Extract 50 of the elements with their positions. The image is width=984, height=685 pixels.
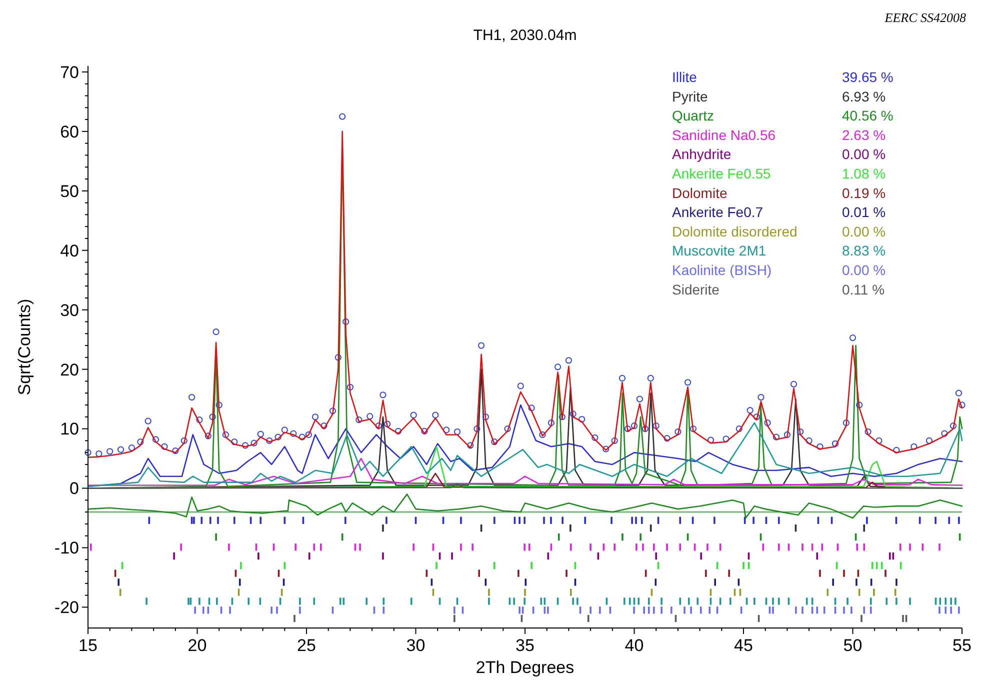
annotation: 0.11 %	[842, 281, 885, 298]
x-axis-title: 2Th Degrees	[476, 658, 574, 677]
chart-title: TH1, 2030.04m	[473, 27, 577, 44]
line-series	[87, 458, 963, 486]
legend-label: Dolomite disordered	[672, 223, 798, 240]
text: Muscovite 2M1	[672, 242, 766, 259]
text: Sanidine Na0.56	[672, 126, 776, 143]
y-tick-label: 50	[60, 182, 79, 201]
annotation: 2.63 %	[842, 126, 886, 143]
text: Dolomite	[672, 184, 728, 201]
y-axis-title: Sqrt(Counts)	[15, 298, 34, 396]
y-tick-label: 60	[60, 122, 79, 142]
y-tick-label: 10	[60, 420, 79, 439]
y-tick-label: 30	[60, 300, 79, 320]
text: EERC SS42008	[884, 10, 966, 25]
x-tick-label: 50	[843, 636, 862, 655]
y-tick-label: 0	[70, 479, 79, 498]
annotation: 1.08 %	[842, 166, 886, 182]
annotation: 0.00 %	[842, 223, 886, 240]
x-tick-label: 55	[952, 636, 972, 655]
line-series	[87, 422, 963, 488]
text: Illite	[672, 69, 698, 85]
annotation: 6.93 %	[842, 88, 886, 104]
annotation: 0.00 %	[842, 262, 886, 278]
annotation: 8.83 %	[842, 242, 886, 259]
line-series	[87, 494, 963, 519]
annotation: 40.56 %	[842, 108, 894, 124]
annotation: 0.19 %	[842, 184, 886, 201]
annotation: 39.65 %	[842, 69, 894, 85]
y-tick-label: 40	[60, 241, 79, 260]
x-tick-label: 35	[516, 636, 534, 655]
x-tick-label: 30	[406, 636, 426, 655]
text: Siderite	[672, 281, 720, 298]
text: Ankerite Fe0.55	[672, 166, 772, 182]
text: Quartz	[672, 108, 714, 124]
annotation: 0.01 %	[842, 204, 886, 220]
x-tick-label: 20	[188, 636, 207, 655]
legend-label: Kaolinite (BISH)	[672, 262, 772, 278]
legend-label: Ankerite Fe0.7	[672, 204, 764, 220]
x-tick-label: 25	[297, 636, 316, 655]
y-tick-label: -10	[54, 538, 79, 558]
legend-label: Anhydrite	[672, 146, 732, 162]
annotation: 0.00 %	[842, 146, 886, 162]
y-tick-label: 70	[60, 62, 79, 82]
y-tick-label: 20	[60, 360, 79, 380]
x-tick-label: 40	[624, 636, 644, 655]
x-tick-label: 45	[734, 636, 753, 655]
y-tick-label: -20	[54, 598, 79, 618]
text: Pyrite	[672, 88, 708, 104]
x-tick-label: 15	[78, 636, 98, 655]
